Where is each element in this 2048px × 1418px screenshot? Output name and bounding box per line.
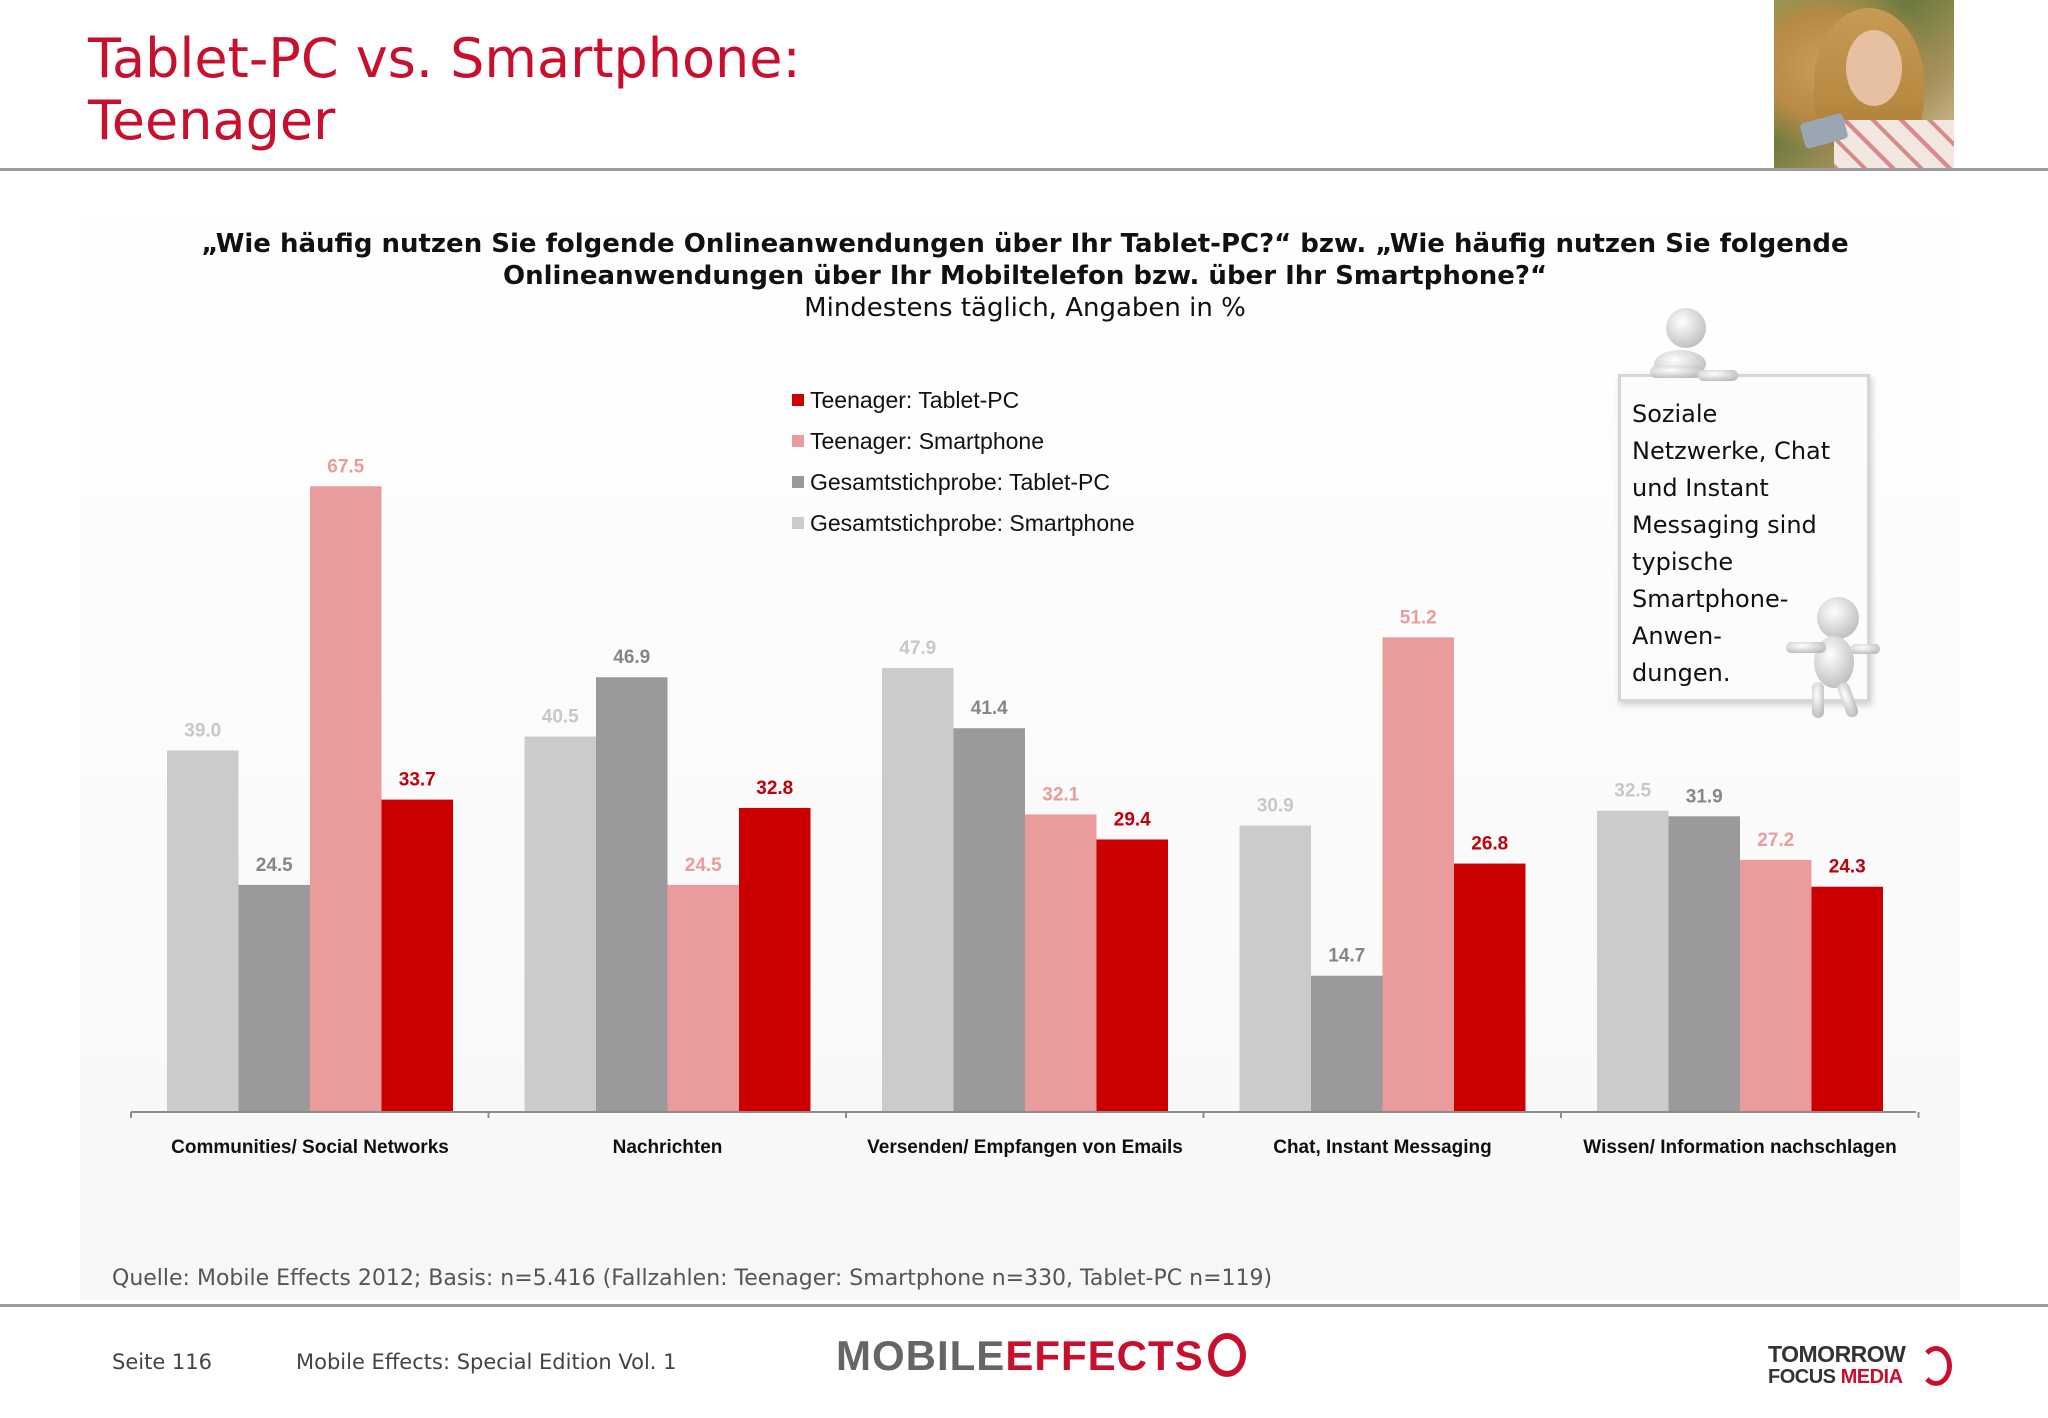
bar — [1382, 637, 1454, 1112]
callout-line: Messaging sind — [1632, 511, 1817, 539]
partner-line-2b: MEDIA — [1840, 1366, 1903, 1388]
bar — [1311, 975, 1383, 1112]
data-label: 41.4 — [971, 698, 1008, 719]
figure-pushing-icon — [1786, 597, 1880, 718]
chart-subtitle: Mindestens täglich, Angaben in % — [804, 293, 1246, 323]
bar — [310, 486, 382, 1112]
bar — [1239, 825, 1311, 1112]
callout-line: Netzwerke, Chat — [1632, 437, 1831, 465]
data-label: 67.5 — [327, 456, 364, 477]
legend-item: Teenager: Smartphone — [792, 423, 1252, 464]
bar — [238, 884, 310, 1112]
data-label: 39.0 — [184, 720, 221, 741]
callout-line: und Instant — [1632, 474, 1769, 502]
page-number: Seite 116 — [112, 1350, 212, 1374]
bar — [1454, 863, 1526, 1112]
data-label: 33.7 — [399, 770, 436, 791]
footer-divider — [0, 1304, 2048, 1307]
data-label: 32.1 — [1042, 784, 1079, 805]
category-label: Wissen/ Information nachschlagen — [1583, 1137, 1896, 1158]
data-label: 46.9 — [613, 647, 650, 668]
figure-leaning-icon — [1650, 308, 1738, 381]
bar — [381, 799, 453, 1112]
category-label: Versenden/ Empfangen von Emails — [867, 1137, 1183, 1158]
bar — [953, 728, 1025, 1112]
data-label: 24.3 — [1829, 857, 1866, 878]
question-line-1: „Wie häufig nutzen Sie folgende Onlinean… — [201, 229, 1849, 259]
bar — [1096, 839, 1168, 1112]
bar — [1740, 859, 1812, 1112]
category-label: Communities/ Social Networks — [171, 1137, 449, 1158]
chart-legend: Teenager: Tablet-PC Teenager: Smartphone G… — [792, 382, 1252, 546]
bar — [667, 884, 739, 1112]
bar — [1025, 814, 1097, 1112]
tomorrow-focus-media-logo: TOMORROW FOCUS MEDIA — [1768, 1342, 1968, 1388]
callout-text: Soziale Netzwerke, Chat und Instant Messagi… — [1632, 396, 1852, 692]
data-label: 24.5 — [256, 855, 293, 876]
legend-item: Gesamtstichprobe: Smartphone — [792, 505, 1252, 546]
data-label: 29.4 — [1114, 809, 1151, 830]
bar — [1597, 810, 1669, 1112]
slide-title: Tablet-PC vs. Smartphone: Teenager — [88, 28, 1688, 152]
legend-item: Gesamtstichprobe: Tablet-PC — [792, 464, 1252, 505]
bar — [1668, 816, 1740, 1112]
source-note: Quelle: Mobile Effects 2012; Basis: n=5.… — [112, 1266, 1273, 1291]
partner-line-2a: FOCUS — [1768, 1366, 1836, 1388]
question-line-2: Onlineanwendungen über Ihr Mobiltelefon … — [502, 261, 1548, 291]
bar — [524, 736, 596, 1112]
legend-label: Teenager: Smartphone — [810, 428, 1044, 454]
legend-label: Gesamtstichprobe: Tablet-PC — [810, 469, 1110, 495]
data-label: 24.5 — [685, 855, 722, 876]
callout-line: dungen. — [1632, 659, 1731, 687]
callout-line: Anwen- — [1632, 622, 1722, 650]
bar — [167, 750, 239, 1112]
data-label: 51.2 — [1400, 607, 1437, 628]
category-label: Nachrichten — [613, 1137, 723, 1158]
partner-line-1: TOMORROW — [1768, 1341, 1906, 1367]
title-line-2: Teenager — [88, 89, 336, 152]
callout-line: Smartphone- — [1632, 585, 1789, 613]
bar — [596, 677, 668, 1112]
data-label: 27.2 — [1757, 830, 1794, 851]
legend-swatch — [792, 475, 804, 488]
legend-swatch — [792, 434, 804, 447]
bar — [1811, 886, 1883, 1112]
data-label: 30.9 — [1257, 796, 1294, 817]
legend-swatch — [792, 393, 804, 406]
header-divider — [0, 168, 2048, 171]
brand-part-2: EFFECTS — [1005, 1332, 1204, 1379]
brand-part-1: MOBILE — [836, 1332, 1006, 1379]
teenager-photo — [1774, 0, 1954, 168]
survey-question: „Wie häufig nutzen Sie folgende Onlinean… — [140, 228, 1910, 292]
legend-swatch — [792, 516, 804, 529]
bar — [739, 807, 811, 1112]
mobile-effects-logo: MOBILEEFFECTS — [836, 1332, 1246, 1381]
legend-item: Teenager: Tablet-PC — [792, 382, 1252, 423]
data-label: 32.8 — [756, 778, 793, 799]
data-label: 47.9 — [899, 638, 936, 659]
category-label: Chat, Instant Messaging — [1273, 1137, 1492, 1158]
callout-line: typische — [1632, 548, 1734, 576]
data-label: 26.8 — [1471, 834, 1508, 855]
callout-line: Soziale — [1632, 400, 1718, 428]
data-label: 14.7 — [1328, 946, 1365, 967]
data-label: 31.9 — [1686, 786, 1723, 807]
legend-label: Gesamtstichprobe: Smartphone — [810, 510, 1135, 536]
bar — [882, 667, 954, 1112]
data-label: 40.5 — [542, 707, 579, 728]
data-label: 32.5 — [1614, 781, 1651, 802]
edition-label: Mobile Effects: Special Edition Vol. 1 — [296, 1350, 677, 1374]
title-line-1: Tablet-PC vs. Smartphone: — [88, 27, 801, 90]
legend-label: Teenager: Tablet-PC — [810, 387, 1020, 413]
